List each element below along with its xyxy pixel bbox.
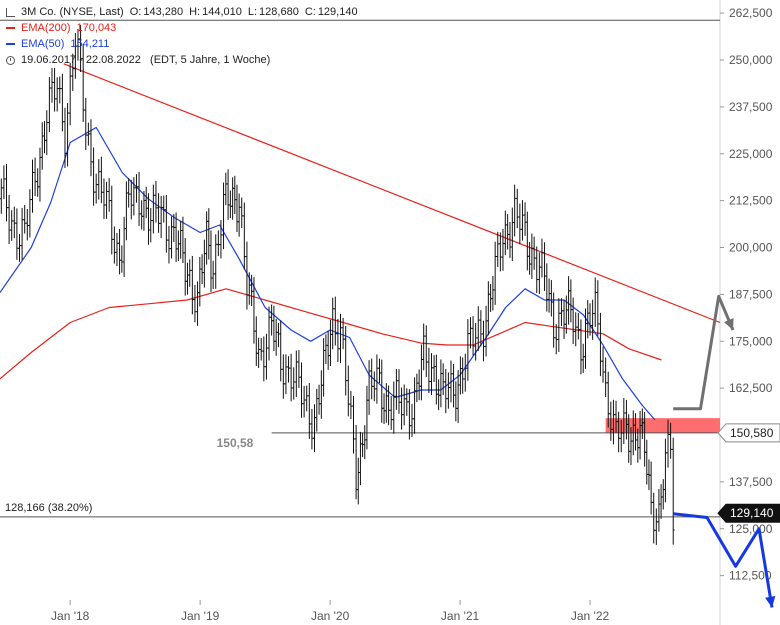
y-tick-label: 162,500 — [729, 381, 773, 395]
chart-icon — [6, 7, 15, 17]
x-tick-label: Jan '19 — [181, 609, 220, 623]
resistance-zone — [605, 418, 720, 433]
legend-low-value: 128,680 — [259, 6, 299, 18]
y-tick-label: 125,000 — [729, 522, 773, 536]
bear-scenario-arrow-head — [765, 595, 776, 608]
y-tick-label: 137,500 — [729, 475, 773, 489]
ema50-value: 154,211 — [70, 38, 110, 50]
legend-ema200-row: EMA(200) 170,043 — [6, 20, 358, 36]
y-tick-label: 225,000 — [729, 147, 773, 161]
y-tick-label: 212,500 — [729, 194, 773, 208]
fib-label: 128,166 (38.20%) — [5, 502, 92, 514]
legend-high-value: 144,010 — [202, 6, 242, 18]
support-label: 150,58 — [217, 436, 254, 450]
downtrend-line — [63, 63, 721, 324]
legend-low-label: L: — [247, 6, 258, 18]
legend-open-value: 143,280 — [143, 6, 184, 18]
y-tick-label: 262,500 — [729, 6, 773, 20]
x-tick-label: Jan '21 — [441, 609, 480, 623]
y-tick-label: 237,500 — [729, 100, 773, 114]
legend-range: 19.06.2017 - 22.08.2022 (EDT, 5 Jahre, 1… — [21, 54, 271, 66]
clock-icon — [6, 55, 15, 65]
price-tag — [717, 503, 780, 523]
ema50-label: EMA(50) — [21, 38, 65, 50]
ema200-label: EMA(200) — [21, 22, 71, 34]
y-tick-label: 112,500 — [729, 569, 772, 583]
x-tick-label: Jan '20 — [311, 609, 350, 623]
price-tag-label: 129,140 — [730, 506, 774, 520]
price-tag-label: 150,580 — [730, 426, 774, 440]
price-tag — [717, 423, 780, 443]
bull-scenario-arrow — [673, 294, 735, 411]
legend-title-row: 3M Co. (NYSE, Last) O: 143,280 H: 144,01… — [6, 4, 358, 20]
legend-high-label: H: — [189, 6, 201, 18]
legend-instrument: 3M Co. (NYSE, Last) — [21, 6, 124, 18]
y-tick-label: 200,000 — [729, 241, 773, 255]
ema50-line — [0, 126, 656, 421]
bear-scenario-arrow — [673, 512, 774, 608]
x-tick-label: Jan '18 — [51, 609, 90, 623]
chart-legend: 3M Co. (NYSE, Last) O: 143,280 H: 144,01… — [6, 4, 358, 68]
x-tick-label: Jan '22 — [571, 609, 610, 623]
bull-scenario-arrow-head — [723, 318, 734, 330]
ema200-line — [0, 288, 662, 380]
legend-ema50-row: EMA(50) 154,211 — [6, 36, 358, 52]
legend-close-value: 129,140 — [317, 6, 358, 18]
y-tick-label: 187,500 — [729, 287, 773, 301]
y-tick-label: 250,000 — [729, 53, 773, 67]
legend-range-row: 19.06.2017 - 22.08.2022 (EDT, 5 Jahre, 1… — [6, 52, 358, 68]
y-tick-label: 175,000 — [729, 334, 773, 348]
legend-open-label: O: — [129, 6, 142, 18]
legend-close-label: C: — [304, 6, 316, 18]
ema200-swatch — [6, 27, 15, 29]
ema50-swatch — [6, 43, 15, 45]
ema200-value: 170,043 — [76, 22, 117, 34]
